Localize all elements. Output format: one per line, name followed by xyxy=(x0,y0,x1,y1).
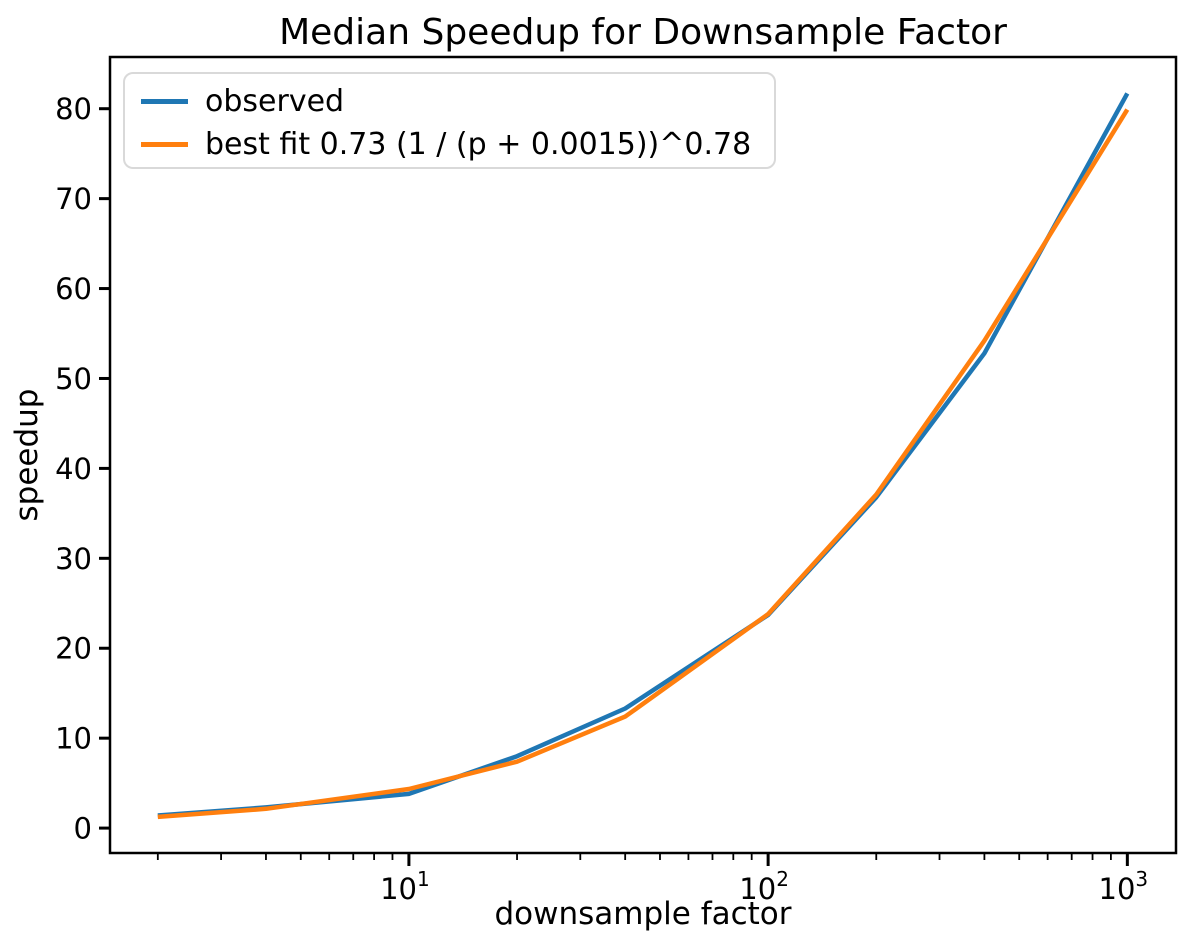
observed-line-swatch xyxy=(141,99,188,104)
y-tick-label: 30 xyxy=(55,542,92,576)
y-tick-label: 50 xyxy=(55,362,92,396)
best-fit-line-swatch xyxy=(141,142,188,147)
y-tick-label: 10 xyxy=(55,722,92,756)
y-tick-label: 20 xyxy=(55,632,92,666)
y-tick-label: 40 xyxy=(55,452,92,486)
legend: observed best fit 0.73 (1 / (p + 0.0015)… xyxy=(123,72,776,169)
legend-label-observed: observed xyxy=(205,84,345,119)
y-axis-label: speedup xyxy=(9,388,45,522)
x-tick-label: 101 xyxy=(380,867,430,906)
plot-spines xyxy=(108,55,1178,855)
legend-item-best-fit: best fit 0.73 (1 / (p + 0.0015))^0.78 xyxy=(125,123,774,166)
best-fit-line xyxy=(157,108,1130,820)
y-tick-label: 60 xyxy=(55,272,92,306)
x-tick-label: 103 xyxy=(1099,867,1149,906)
legend-label-best-fit: best fit 0.73 (1 / (p + 0.0015))^0.78 xyxy=(205,127,752,162)
y-tick-label: 0 xyxy=(74,812,92,846)
legend-item-observed: observed xyxy=(125,80,774,123)
y-tick-label: 80 xyxy=(55,92,92,126)
observed-line xyxy=(157,92,1130,818)
x-tick-label: 102 xyxy=(739,867,789,906)
chart-title: Median Speedup for Downsample Factor xyxy=(279,12,1007,53)
y-tick-label: 70 xyxy=(55,182,92,216)
x-axis-label: downsample factor xyxy=(494,896,792,932)
